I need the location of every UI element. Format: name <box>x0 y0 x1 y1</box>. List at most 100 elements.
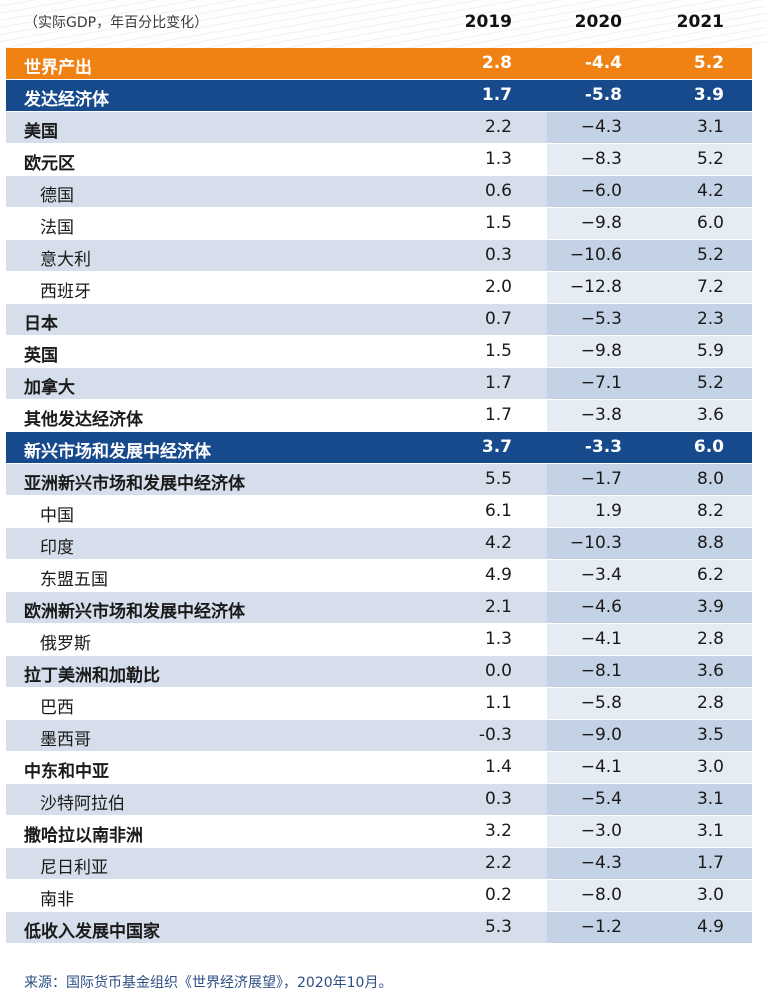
column-header-2020: 2020 <box>574 12 622 32</box>
cell-value-2021: 3.1 <box>696 117 724 137</box>
cell-value-2020: −8.1 <box>580 661 622 681</box>
row-label: 西班牙 <box>40 282 91 302</box>
cell-value-2019: 0.3 <box>484 245 512 265</box>
column-highlight <box>547 560 752 591</box>
cell-value-2020: −8.0 <box>580 885 622 905</box>
column-highlight <box>547 400 752 431</box>
table-row: 俄罗斯 1.3 −4.1 2.8 <box>6 624 752 656</box>
table-row: 新兴市场和发展中经济体 3.7 -3.3 6.0 <box>6 432 752 464</box>
table-row: 德国 0.6 −6.0 4.2 <box>6 176 752 208</box>
cell-value-2019: 1.3 <box>484 629 512 649</box>
cell-value-2021: 3.6 <box>696 661 724 681</box>
cell-value-2019: 1.5 <box>484 213 512 233</box>
column-highlight <box>547 208 752 239</box>
cell-value-2021: 5.2 <box>696 373 724 393</box>
cell-value-2021: 6.0 <box>693 437 724 457</box>
cell-value-2019: 1.7 <box>484 405 512 425</box>
table-row: 拉丁美洲和加勒比 0.0 −8.1 3.6 <box>6 656 752 688</box>
cell-value-2021: 3.0 <box>696 757 724 777</box>
cell-value-2019: 0.3 <box>484 789 512 809</box>
table-row: 墨西哥 -0.3 −9.0 3.5 <box>6 720 752 752</box>
table-row: 法国 1.5 −9.8 6.0 <box>6 208 752 240</box>
cell-value-2020: −8.3 <box>580 149 622 169</box>
cell-value-2019: 0.0 <box>484 661 512 681</box>
cell-value-2020: −5.4 <box>580 789 622 809</box>
cell-value-2020: 1.9 <box>594 501 622 521</box>
cell-value-2019: 4.9 <box>484 565 512 585</box>
unit-label: （实际GDP，年百分比变化） <box>24 15 209 31</box>
table-row: 中东和中亚 1.4 −4.1 3.0 <box>6 752 752 784</box>
cell-value-2019: 5.5 <box>484 469 512 489</box>
cell-value-2019: 2.2 <box>484 853 512 873</box>
table-row: 其他发达经济体 1.7 −3.8 3.6 <box>6 400 752 432</box>
row-label: 拉丁美洲和加勒比 <box>24 666 160 686</box>
table-row: 西班牙 2.0 −12.8 7.2 <box>6 272 752 304</box>
cell-value-2019: 0.2 <box>484 885 512 905</box>
table-row: 南非 0.2 −8.0 3.0 <box>6 880 752 912</box>
table-row: 发达经济体 1.7 -5.8 3.9 <box>6 80 752 112</box>
table-row: 低收入发展中国家 5.3 −1.2 4.9 <box>6 912 752 944</box>
cell-value-2020: −9.0 <box>580 725 622 745</box>
table-row: 撒哈拉以南非洲 3.2 −3.0 3.1 <box>6 816 752 848</box>
row-label: 法国 <box>40 218 74 238</box>
row-label: 中东和中亚 <box>24 762 109 782</box>
cell-value-2019: 2.0 <box>484 277 512 297</box>
cell-value-2019: 1.5 <box>484 341 512 361</box>
cell-value-2020: −1.7 <box>580 469 622 489</box>
table-row: 欧元区 1.3 −8.3 5.2 <box>6 144 752 176</box>
row-label: 中国 <box>40 506 74 526</box>
cell-value-2021: 4.9 <box>696 917 724 937</box>
cell-value-2021: 8.8 <box>696 533 724 553</box>
cell-value-2021: 3.1 <box>696 821 724 841</box>
table-row: 沙特阿拉伯 0.3 −5.4 3.1 <box>6 784 752 816</box>
column-highlight <box>547 720 752 751</box>
row-label: 日本 <box>24 314 58 334</box>
cell-value-2021: 3.0 <box>696 885 724 905</box>
cell-value-2019: 1.4 <box>484 757 512 777</box>
row-label: 俄罗斯 <box>40 634 91 654</box>
table-row: 东盟五国 4.9 −3.4 6.2 <box>6 560 752 592</box>
row-label: 南非 <box>40 890 74 910</box>
cell-value-2021: 4.2 <box>696 181 724 201</box>
row-label: 尼日利亚 <box>40 858 108 878</box>
cell-value-2020: −3.0 <box>580 821 622 841</box>
cell-value-2019: 1.1 <box>484 693 512 713</box>
column-highlight <box>547 176 752 207</box>
column-highlight <box>547 848 752 879</box>
cell-value-2020: -4.4 <box>584 53 622 73</box>
table-body: 世界产出 2.8 -4.4 5.2 发达经济体 1.7 -5.8 3.9 美国 2.2 −4.3 3.… <box>6 48 752 944</box>
column-highlight <box>547 336 752 367</box>
cell-value-2021: 8.2 <box>696 501 724 521</box>
cell-value-2021: 5.9 <box>696 341 724 361</box>
cell-value-2019: 0.7 <box>484 309 512 329</box>
row-label: 加拿大 <box>24 378 75 398</box>
cell-value-2020: -5.8 <box>584 85 622 105</box>
row-label: 撒哈拉以南非洲 <box>24 826 143 846</box>
cell-value-2019: 0.6 <box>484 181 512 201</box>
column-header-2019: 2019 <box>464 12 512 32</box>
column-highlight <box>547 528 752 559</box>
column-highlight <box>547 624 752 655</box>
cell-value-2020: −9.8 <box>580 341 622 361</box>
row-label: 欧元区 <box>24 154 75 174</box>
cell-value-2021: 3.9 <box>696 597 724 617</box>
table-row: 加拿大 1.7 −7.1 5.2 <box>6 368 752 400</box>
table-row: 美国 2.2 −4.3 3.1 <box>6 112 752 144</box>
row-label: 发达经济体 <box>24 90 109 110</box>
cell-value-2019: 2.2 <box>484 117 512 137</box>
cell-value-2019: 3.2 <box>484 821 512 841</box>
row-label: 巴西 <box>40 698 74 718</box>
cell-value-2021: 5.2 <box>693 53 724 73</box>
row-label: 新兴市场和发展中经济体 <box>24 442 211 462</box>
table-row: 世界产出 2.8 -4.4 5.2 <box>6 48 752 80</box>
cell-value-2020: −12.8 <box>569 277 622 297</box>
table-row: 巴西 1.1 −5.8 2.8 <box>6 688 752 720</box>
column-highlight <box>547 816 752 847</box>
cell-value-2021: 1.7 <box>696 853 724 873</box>
column-highlight <box>547 688 752 719</box>
row-label: 德国 <box>40 186 74 206</box>
header-background <box>0 0 766 48</box>
cell-value-2020: −4.3 <box>580 117 622 137</box>
cell-value-2020: −9.8 <box>580 213 622 233</box>
cell-value-2019: 6.1 <box>484 501 512 521</box>
